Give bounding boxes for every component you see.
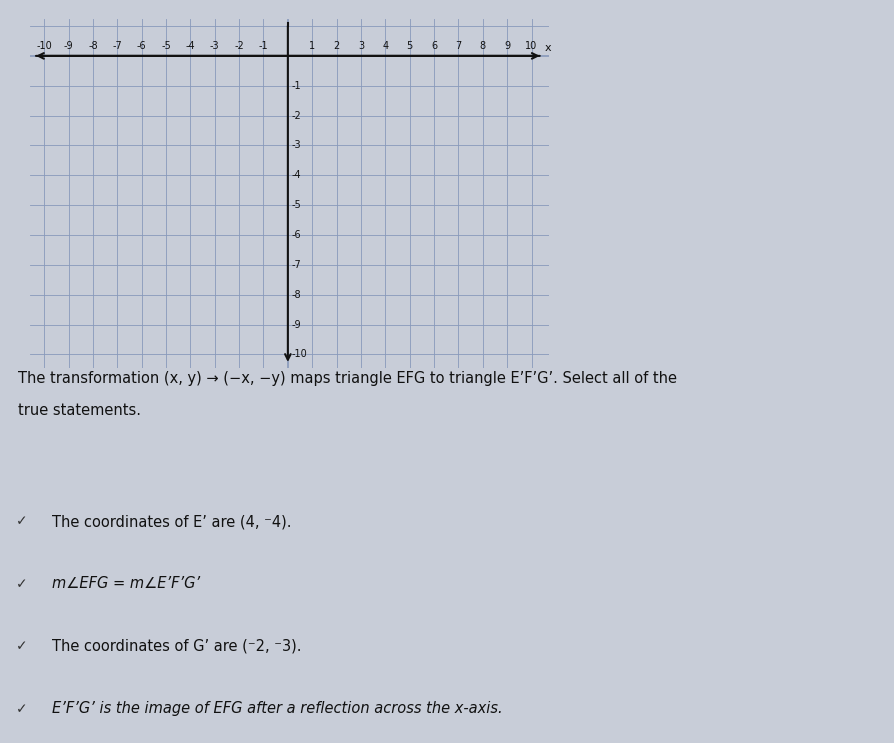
Text: -3: -3 — [210, 42, 219, 51]
Text: -2: -2 — [234, 42, 244, 51]
Text: -5: -5 — [291, 200, 301, 210]
Text: 10: 10 — [525, 42, 537, 51]
Text: -4: -4 — [291, 170, 300, 181]
Text: 9: 9 — [503, 42, 510, 51]
Text: -6: -6 — [291, 230, 300, 240]
Text: 3: 3 — [358, 42, 364, 51]
Text: -3: -3 — [291, 140, 300, 150]
Text: 6: 6 — [431, 42, 436, 51]
Text: -1: -1 — [291, 81, 300, 91]
Text: 7: 7 — [455, 42, 461, 51]
Text: 8: 8 — [479, 42, 485, 51]
Text: 4: 4 — [382, 42, 388, 51]
Text: -9: -9 — [63, 42, 73, 51]
Text: -7: -7 — [113, 42, 122, 51]
Text: 2: 2 — [333, 42, 340, 51]
Text: ✓: ✓ — [16, 515, 27, 528]
Text: 1: 1 — [308, 42, 315, 51]
Text: The coordinates of G’ are (⁻2, ⁻3).: The coordinates of G’ are (⁻2, ⁻3). — [52, 639, 301, 654]
Text: x: x — [544, 44, 551, 53]
Text: The coordinates of E’ are (4, ⁻4).: The coordinates of E’ are (4, ⁻4). — [52, 514, 291, 529]
Text: -5: -5 — [161, 42, 171, 51]
Text: -8: -8 — [88, 42, 97, 51]
Text: m∠EFG = m∠E’F’G’: m∠EFG = m∠E’F’G’ — [52, 577, 200, 591]
Text: -8: -8 — [291, 290, 300, 299]
Text: -4: -4 — [185, 42, 195, 51]
Text: -2: -2 — [291, 111, 301, 120]
Text: true statements.: true statements. — [18, 403, 140, 418]
Text: -10: -10 — [37, 42, 52, 51]
Text: The transformation (x, y) → (−x, −y) maps triangle EFG to triangle E’F’G’. Selec: The transformation (x, y) → (−x, −y) map… — [18, 371, 676, 386]
Text: -10: -10 — [291, 349, 307, 360]
Text: ✓: ✓ — [16, 640, 27, 653]
Text: ✓: ✓ — [16, 577, 27, 591]
Text: -6: -6 — [137, 42, 147, 51]
Text: ✓: ✓ — [16, 702, 27, 716]
Text: E’F’G’ is the image of EFG after a reflection across the x-axis.: E’F’G’ is the image of EFG after a refle… — [52, 701, 502, 716]
Text: -9: -9 — [291, 319, 300, 329]
Text: -1: -1 — [258, 42, 268, 51]
Text: -7: -7 — [291, 260, 301, 270]
Text: 5: 5 — [406, 42, 412, 51]
